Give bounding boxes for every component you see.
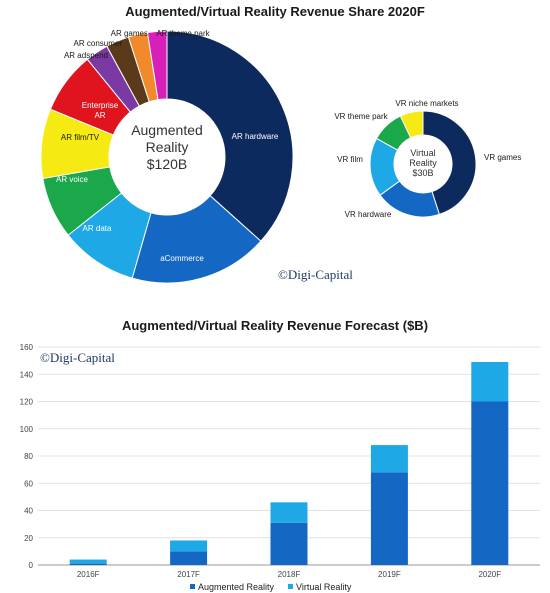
legend-label-augmented-reality: Augmented Reality (198, 582, 275, 592)
slice-label-vr-film: VR film (337, 155, 363, 164)
slice-label-vr-games: VR games (484, 153, 521, 162)
y-tick-label: 100 (20, 425, 34, 434)
slice-label-ar-data: AR data (83, 224, 112, 233)
y-tick-label: 160 (20, 343, 34, 352)
brand-logo-bottom: ©Digi-Capital (40, 350, 115, 365)
center-label-1-0: Virtual (410, 148, 435, 158)
legend-label-virtual-reality: Virtual Reality (296, 582, 352, 592)
slice-label-ar-voice: AR voice (56, 175, 89, 184)
x-tick-label: 2020F (478, 570, 501, 579)
center-label-0-1: Reality (146, 139, 189, 155)
y-tick-label: 80 (24, 452, 33, 461)
slice-label-enterprise-ar: Enterprise (82, 101, 119, 110)
bar-augmented-reality-2016F (69, 563, 107, 565)
slice-label-ar-adspend: AR adspend (64, 51, 108, 60)
x-tick-label: 2016F (77, 570, 100, 579)
center-label-1-2: $30B (412, 168, 433, 178)
bar-augmented-reality-2018F (270, 522, 308, 565)
x-tick-label: 2017F (177, 570, 200, 579)
slice-label-vr-niche-markets: VR niche markets (395, 99, 458, 108)
slice-ar-hardware (166, 30, 294, 242)
slice-label-acommerce: aCommerce (160, 254, 204, 263)
bar-augmented-reality-2020F (471, 401, 509, 565)
bar-augmented-reality-2017F (170, 551, 208, 565)
y-tick-label: 0 (29, 561, 34, 570)
slice-label-enterprise-ar: AR (94, 111, 105, 120)
slice-label-ar-consumer: AR consumer (74, 39, 123, 48)
slice-acommerce (131, 195, 262, 284)
bar-virtual-reality-2020F (471, 361, 509, 402)
x-tick-label: 2019F (378, 570, 401, 579)
bar-virtual-reality-2017F (170, 540, 208, 552)
y-tick-label: 40 (24, 507, 33, 516)
center-label-0-2: $120B (147, 156, 187, 172)
legend-swatch-augmented-reality (190, 584, 195, 589)
slice-label-vr-hardware: VR hardware (345, 210, 392, 219)
donut-hole (395, 136, 451, 192)
slice-label-ar-theme-park: AR theme park (156, 29, 210, 38)
slice-vr-niche-markets (399, 110, 424, 139)
brand-logo-top: ©Digi-Capital (278, 267, 353, 282)
pie-chart-title: Augmented/Virtual Reality Revenue Share … (125, 4, 425, 19)
slice-vr-games (422, 110, 477, 216)
slice-ar-theme-park (146, 30, 168, 101)
y-tick-label: 20 (24, 534, 33, 543)
legend-swatch-virtual-reality (288, 584, 293, 589)
bar-virtual-reality-2019F (370, 445, 408, 473)
bar-virtual-reality-2018F (270, 502, 308, 523)
slice-label-ar-games: AR games (111, 29, 148, 38)
bar-augmented-reality-2019F (370, 472, 408, 565)
slice-label-vr-theme-park: VR theme park (334, 112, 388, 121)
bar-virtual-reality-2016F (69, 559, 107, 564)
y-tick-label: 140 (20, 370, 34, 379)
center-label-1-1: Reality (409, 158, 437, 168)
bar-chart-title: Augmented/Virtual Reality Revenue Foreca… (121, 318, 429, 333)
slice-label-ar-film-tv: AR film/TV (61, 133, 100, 142)
slice-label-ar-hardware: AR hardware (232, 132, 279, 141)
center-label-0-0: Augmented (131, 122, 203, 138)
x-tick-label: 2018F (278, 570, 301, 579)
donut-hole (110, 100, 224, 214)
y-tick-label: 60 (24, 479, 33, 488)
y-tick-label: 120 (20, 398, 34, 407)
